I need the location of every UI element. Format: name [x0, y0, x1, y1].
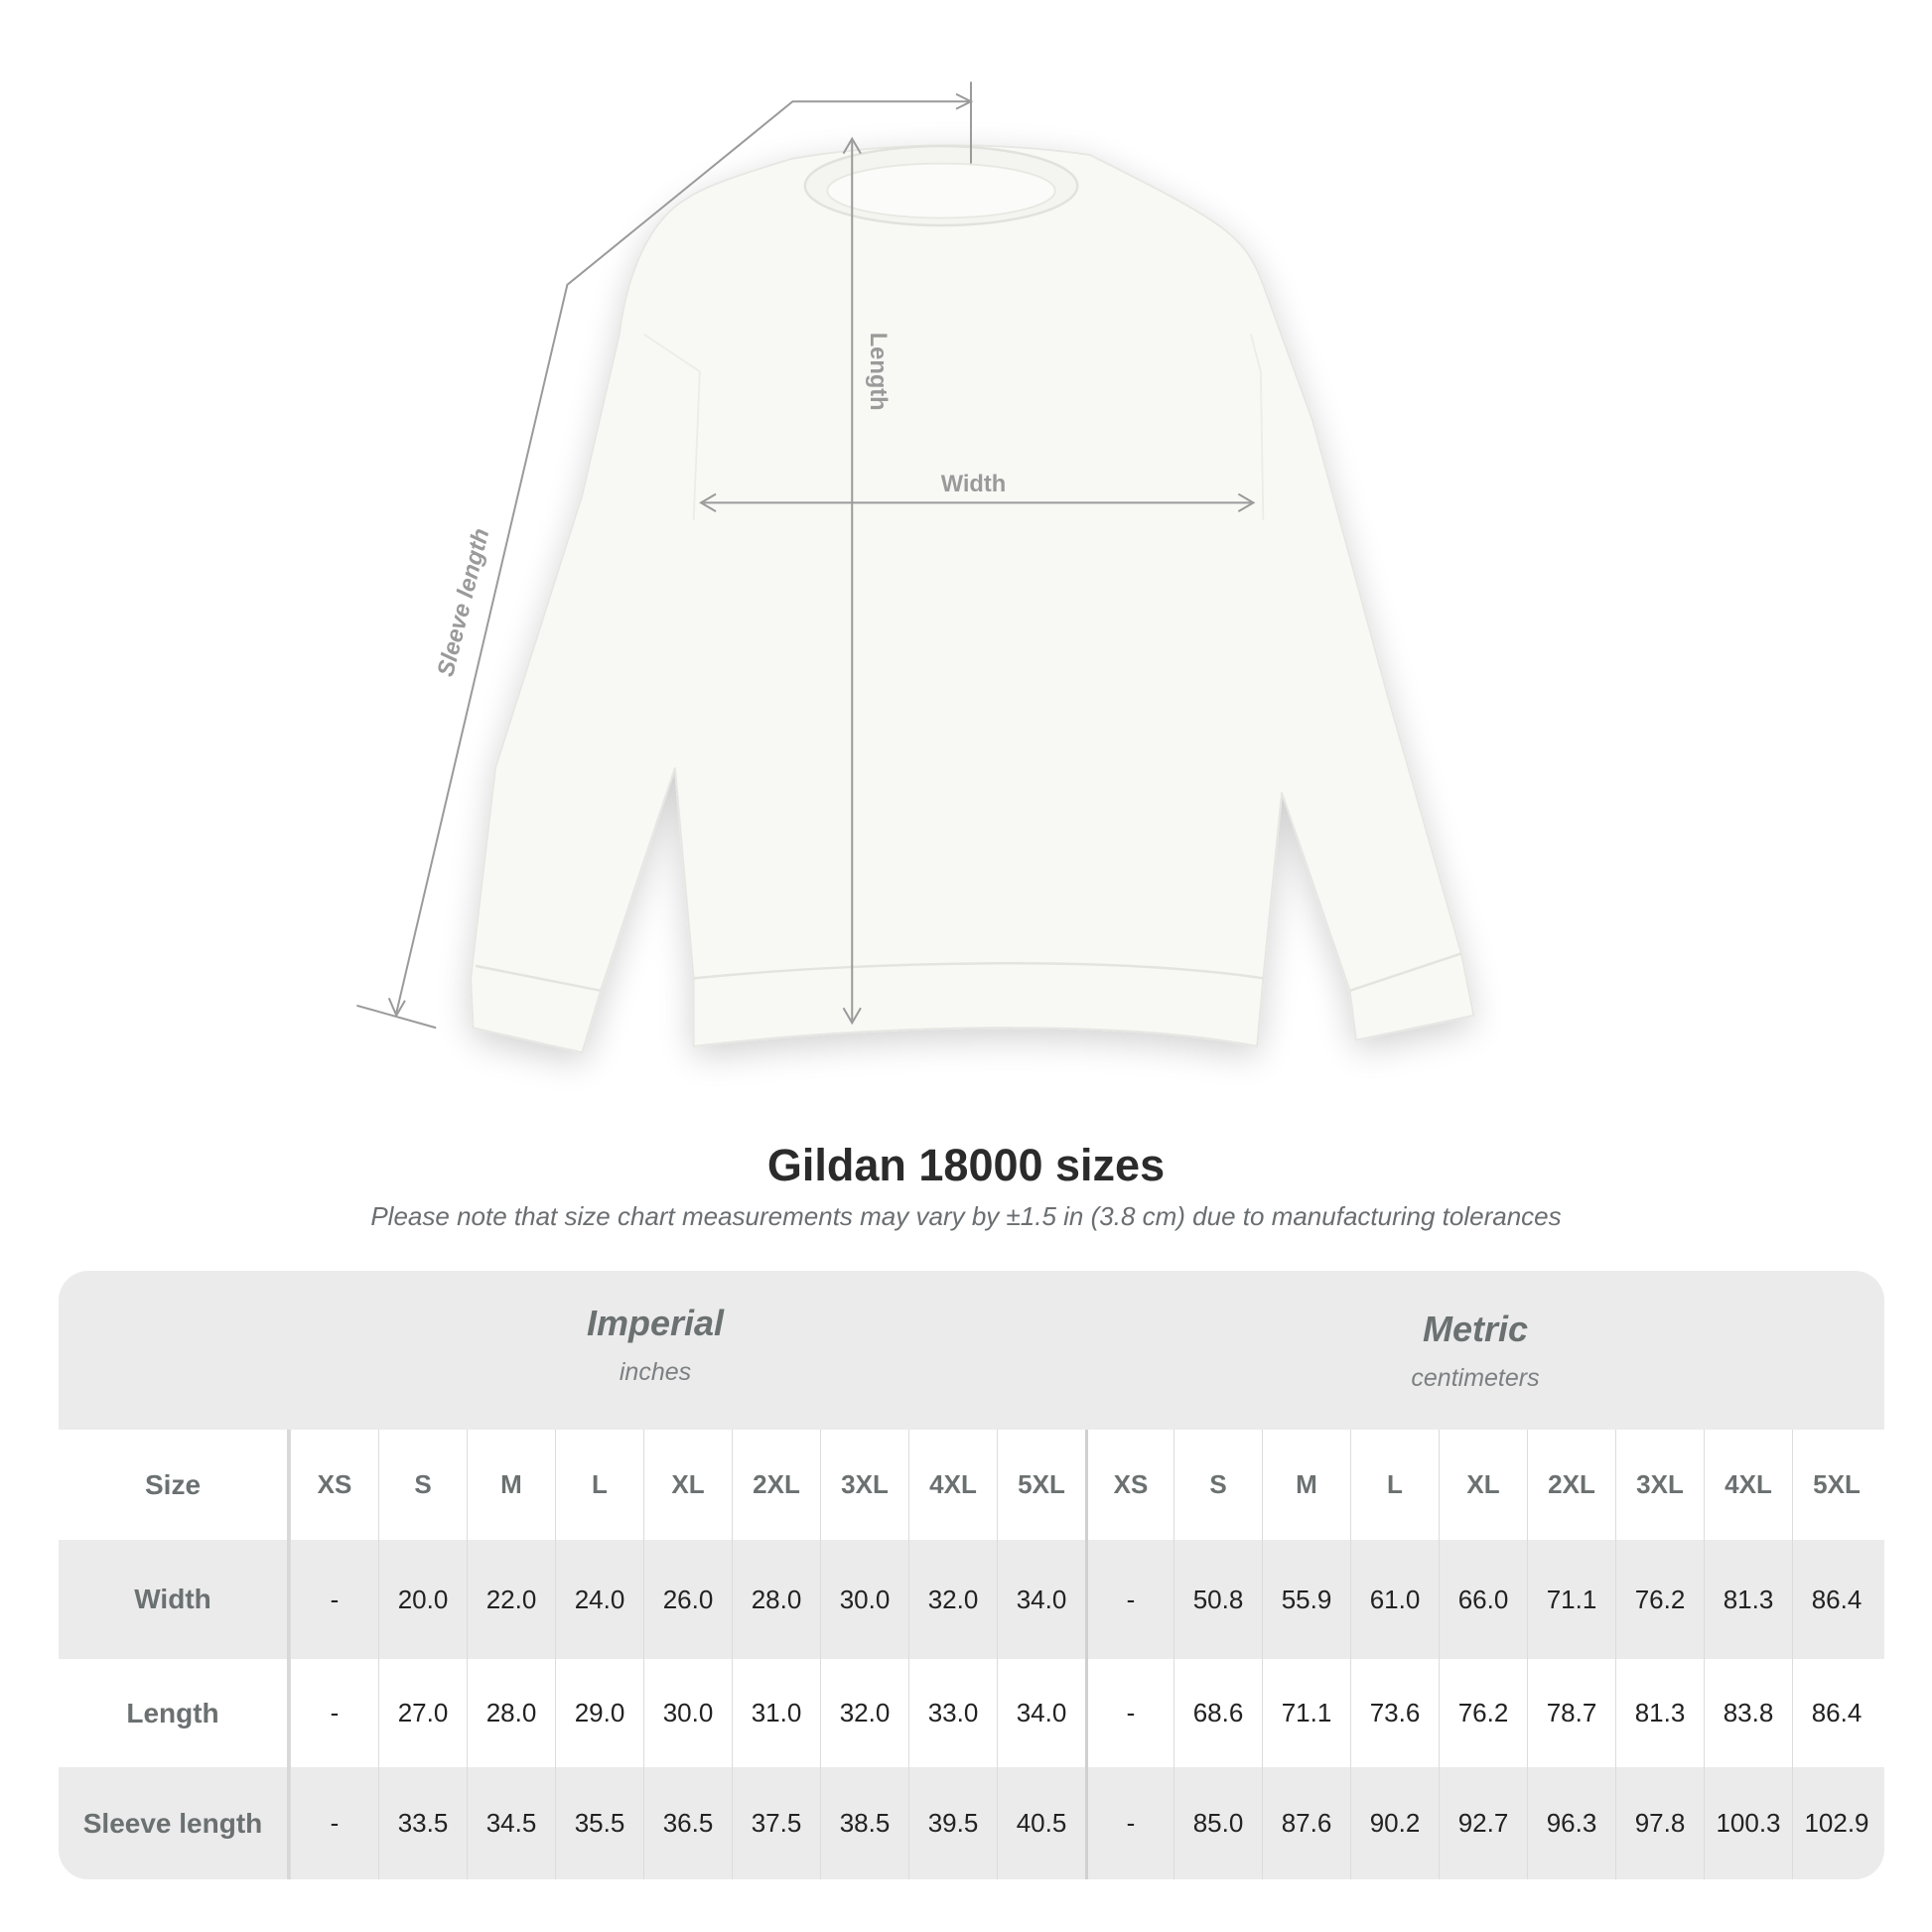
tolerance-note: Please note that size chart measurements…: [370, 1201, 1562, 1231]
row-label: Sleeve length: [59, 1767, 290, 1879]
metric-size-header: 4XL: [1704, 1430, 1792, 1540]
imperial-value: 26.0: [643, 1540, 732, 1659]
metric-value: 100.3: [1704, 1767, 1792, 1879]
metric-unit: centimeters: [1411, 1364, 1540, 1392]
metric-value: 90.2: [1350, 1767, 1439, 1879]
size-row: Size XS S M L XL 2XL 3XL 4XL 5XL XS S M L XL 2XL 3XL 4XL 5…: [59, 1430, 1884, 1540]
table-row: Width -20.0 22.0 24.0 26.0 28.0 30.0 32.0 34.0-5…: [59, 1540, 1884, 1659]
imperial-value: -: [290, 1659, 378, 1767]
width-label: Width: [941, 472, 1007, 497]
size-chart-table: Imperial inches Metric centimeters Size X…: [59, 1271, 1884, 1879]
metric-size-header: L: [1350, 1430, 1439, 1540]
metric-header: Metric centimeters: [1177, 1309, 1773, 1393]
metric-value: 92.7: [1439, 1767, 1527, 1879]
metric-value: 71.1: [1527, 1540, 1615, 1659]
imperial-value: 28.0: [467, 1659, 555, 1767]
metric-value: 81.3: [1704, 1540, 1792, 1659]
imperial-value: 34.0: [997, 1540, 1085, 1659]
metric-value: 71.1: [1262, 1659, 1350, 1767]
imperial-value: 33.0: [908, 1659, 997, 1767]
imperial-value: 40.5: [997, 1767, 1085, 1879]
imperial-value: -: [290, 1540, 378, 1659]
imperial-size-header: XS: [290, 1430, 378, 1540]
metric-title: Metric: [1422, 1309, 1529, 1349]
imperial-value: 39.5: [908, 1767, 997, 1879]
imperial-value: 22.0: [467, 1540, 555, 1659]
imperial-value: 28.0: [732, 1540, 820, 1659]
imperial-title: Imperial: [586, 1303, 725, 1343]
sleeve-length-label: Sleeve length: [433, 526, 494, 679]
table-row: Length -27.0 28.0 29.0 30.0 31.0 32.0 33.0 34.0-…: [59, 1659, 1884, 1767]
imperial-value: 30.0: [820, 1540, 908, 1659]
imperial-size-header: S: [378, 1430, 467, 1540]
metric-value: 61.0: [1350, 1540, 1439, 1659]
metric-value: 68.6: [1173, 1659, 1262, 1767]
unit-header: Imperial inches Metric centimeters: [59, 1271, 1884, 1430]
imperial-value: 24.0: [555, 1540, 643, 1659]
imperial-value: 34.5: [467, 1767, 555, 1879]
metric-size-header: 2XL: [1527, 1430, 1615, 1540]
imperial-size-header: L: [555, 1430, 643, 1540]
imperial-value: 27.0: [378, 1659, 467, 1767]
metric-size-header: XS: [1085, 1430, 1173, 1540]
imperial-header: Imperial inches: [357, 1303, 953, 1387]
imperial-value: 32.0: [820, 1659, 908, 1767]
table-row: Sleeve length -33.5 34.5 35.5 36.5 37.5 38.5 39…: [59, 1767, 1884, 1879]
metric-value: 81.3: [1615, 1659, 1704, 1767]
metric-value: -: [1085, 1767, 1173, 1879]
imperial-size-header: 2XL: [732, 1430, 820, 1540]
imperial-value: 29.0: [555, 1659, 643, 1767]
metric-value: 97.8: [1615, 1767, 1704, 1879]
metric-value: -: [1085, 1659, 1173, 1767]
metric-value: 55.9: [1262, 1540, 1350, 1659]
metric-value: 66.0: [1439, 1540, 1527, 1659]
imperial-size-header: M: [467, 1430, 555, 1540]
metric-value: -: [1085, 1540, 1173, 1659]
sweatshirt-diagram: Length Width Sleeve length: [356, 81, 1475, 1054]
metric-value: 76.2: [1615, 1540, 1704, 1659]
metric-value: 76.2: [1439, 1659, 1527, 1767]
metric-size-header: 5XL: [1792, 1430, 1880, 1540]
metric-size-header: 3XL: [1615, 1430, 1704, 1540]
imperial-value: 36.5: [643, 1767, 732, 1879]
sleeve-line: [395, 100, 969, 1014]
imperial-unit: inches: [619, 1358, 692, 1386]
sweatshirt-image: [470, 144, 1475, 1054]
metric-size-header: XL: [1439, 1430, 1527, 1540]
metric-value: 50.8: [1173, 1540, 1262, 1659]
metric-value: 83.8: [1704, 1659, 1792, 1767]
imperial-value: 35.5: [555, 1767, 643, 1879]
imperial-value: 37.5: [732, 1767, 820, 1879]
size-label: Size: [59, 1430, 290, 1540]
page-title: Gildan 18000 sizes: [766, 1140, 1166, 1190]
metric-value: 73.6: [1350, 1659, 1439, 1767]
imperial-size-header: 4XL: [908, 1430, 997, 1540]
length-label: Length: [865, 333, 891, 411]
row-label: Length: [59, 1659, 290, 1767]
metric-value: 96.3: [1527, 1767, 1615, 1879]
imperial-value: 38.5: [820, 1767, 908, 1879]
imperial-size-header: XL: [643, 1430, 732, 1540]
measurement-lines: [356, 81, 1256, 1030]
metric-value: 102.9: [1792, 1767, 1880, 1879]
imperial-value: 32.0: [908, 1540, 997, 1659]
metric-size-header: M: [1262, 1430, 1350, 1540]
metric-value: 86.4: [1792, 1540, 1880, 1659]
imperial-value: 20.0: [378, 1540, 467, 1659]
metric-size-header: S: [1173, 1430, 1262, 1540]
imperial-value: 30.0: [643, 1659, 732, 1767]
imperial-size-header: 5XL: [997, 1430, 1085, 1540]
metric-value: 86.4: [1792, 1659, 1880, 1767]
metric-value: 85.0: [1173, 1767, 1262, 1879]
imperial-value: 31.0: [732, 1659, 820, 1767]
imperial-value: -: [290, 1767, 378, 1879]
metric-value: 78.7: [1527, 1659, 1615, 1767]
imperial-size-header: 3XL: [820, 1430, 908, 1540]
metric-value: 87.6: [1262, 1767, 1350, 1879]
imperial-value: 33.5: [378, 1767, 467, 1879]
row-label: Width: [59, 1540, 290, 1659]
imperial-value: 34.0: [997, 1659, 1085, 1767]
